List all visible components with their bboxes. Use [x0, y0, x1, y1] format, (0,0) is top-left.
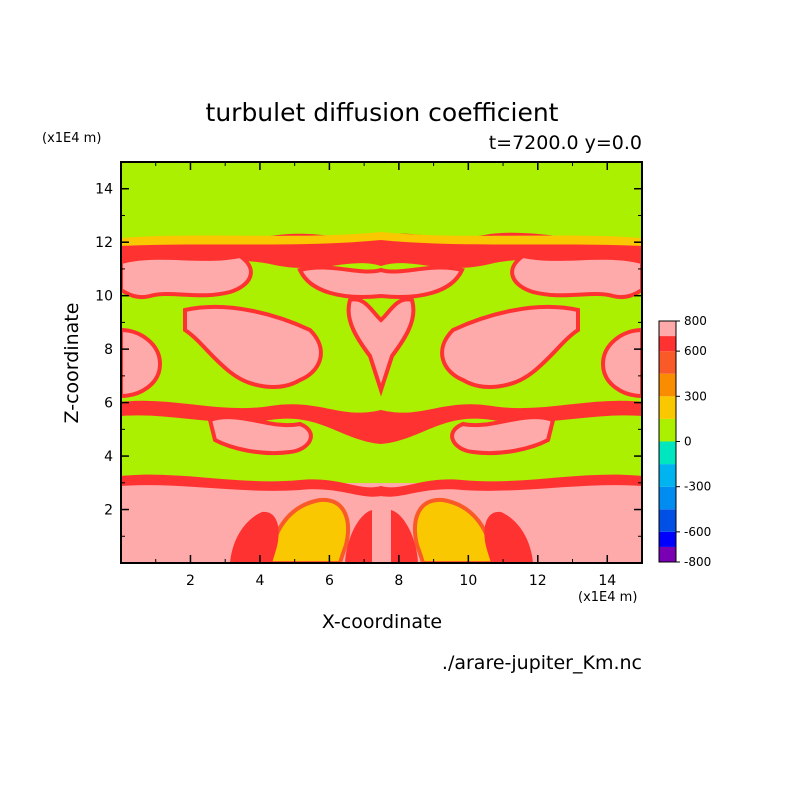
x-tick-label: 8	[394, 573, 403, 589]
y-tick-label: 4	[104, 449, 113, 465]
pink-blob-right-low	[450, 415, 556, 456]
orange-plume-left	[267, 497, 351, 563]
pink-region-right-mid	[440, 304, 580, 389]
pink-region-center-upper	[297, 265, 465, 299]
field-upper-band	[121, 162, 642, 240]
pink-region-center-mid	[346, 297, 416, 397]
pink-region-left-mid	[183, 304, 323, 389]
colorbar-segment	[659, 418, 676, 442]
plot-frame	[120, 161, 643, 564]
colorbar-segment	[659, 546, 676, 562]
x-tick-label: 14	[598, 573, 616, 589]
colorbar-tick-label: 0	[684, 435, 692, 449]
red-plume-center-left	[345, 510, 372, 563]
pink-region-far-left	[121, 327, 163, 399]
colorbar-tick-label: -600	[684, 525, 711, 539]
y-tick-label: 12	[95, 235, 113, 251]
colorbar-segment	[659, 509, 676, 532]
pink-blob-left-low	[207, 415, 313, 456]
red-plume-left	[230, 511, 279, 563]
colorbar-tick-label: -300	[684, 480, 711, 494]
y-tick-label: 8	[104, 342, 113, 358]
x-tick-label: 4	[255, 573, 264, 589]
x-tick-label: 10	[459, 573, 477, 589]
heatmap-field	[121, 162, 642, 563]
colorbar-segment	[659, 531, 676, 547]
axis-ticks: 2 4 6 8 10 12 14 2 4 6 8 10 12 14	[95, 162, 642, 589]
y-axis-label: Z-coordinate	[61, 303, 83, 424]
orange-plume-right	[412, 497, 496, 563]
colorbar-segment	[659, 351, 676, 374]
y-tick-label: 10	[95, 289, 113, 305]
source-file-label: ./arare-jupiter_Km.nc	[442, 652, 642, 674]
chart-title: turbulet diffusion coefficient	[206, 98, 559, 127]
y-tick-label: 14	[95, 182, 113, 198]
colorbar-tick-label: 600	[684, 344, 707, 358]
field-lower-band	[121, 483, 642, 563]
colorbar-segment	[659, 441, 676, 465]
colorbar-tick-label: 300	[684, 389, 707, 403]
x-tick-label: 6	[325, 573, 334, 589]
colorbar-segment	[659, 321, 676, 337]
colorbar-segment	[659, 373, 676, 397]
y-axis-unit: (x1E4 m)	[42, 131, 101, 146]
y-tick-label: 2	[104, 503, 113, 519]
x-tick-label: 2	[186, 573, 195, 589]
chart-subtitle: t=7200.0 y=0.0	[489, 132, 642, 154]
colorbar-tick-label: -800	[684, 555, 711, 569]
colorbar-segment	[659, 486, 676, 510]
x-tick-label: 12	[529, 573, 547, 589]
colorbar-segment	[659, 396, 676, 419]
colorbar-segment	[659, 464, 676, 487]
contour-band-red-low	[121, 474, 642, 497]
red-plume-center-right	[391, 510, 418, 563]
colorbar: 800 600 300 0 -300 -600 -800	[658, 314, 711, 569]
red-plume-right	[484, 511, 533, 563]
pink-region-lower-mid	[121, 400, 642, 444]
x-axis-unit: (x1E4 m)	[578, 590, 637, 605]
pink-region-left-upper	[121, 253, 253, 300]
pink-region-far-right	[600, 327, 642, 399]
contour-band-orange-top	[121, 232, 642, 246]
y-tick-label: 6	[104, 396, 113, 412]
colorbar-segment	[659, 336, 676, 352]
colorbar-tick-label: 800	[684, 314, 707, 328]
pink-region-right-upper	[510, 253, 642, 300]
x-axis-label: X-coordinate	[322, 611, 442, 633]
